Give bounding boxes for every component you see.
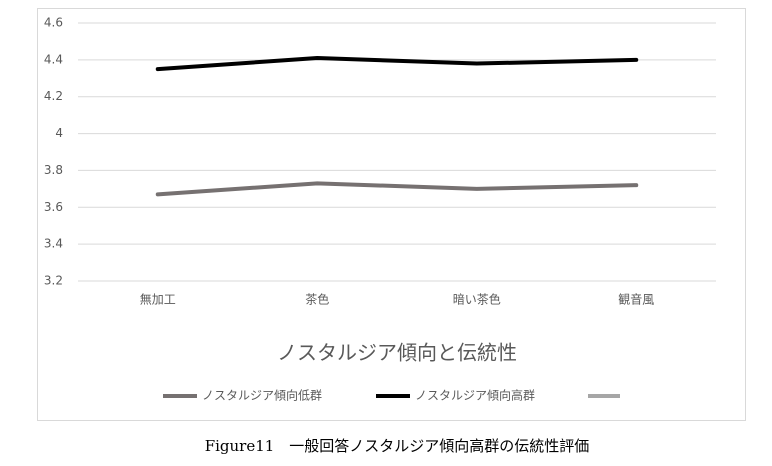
y-tick-label: 4.6 (44, 16, 63, 30)
x-tick-label: 観音風 (618, 292, 654, 307)
y-tick-label: 3.6 (44, 200, 63, 214)
y-tick-label: 4.4 (44, 52, 63, 66)
figure-caption: Figure11 一般回答ノスタルジア傾向高群の伝統性評価 (205, 437, 590, 455)
y-tick-label: 3.2 (44, 274, 63, 288)
y-tick-label: 3.8 (44, 163, 63, 177)
y-tick-label: 4 (55, 126, 63, 140)
legend-label: ノスタルジア傾向低群 (202, 388, 322, 403)
x-tick-label: 茶色 (305, 292, 329, 307)
x-tick-label: 無加工 (140, 292, 176, 307)
chart-frame (37, 8, 746, 421)
legend-label: ノスタルジア傾向高群 (415, 388, 535, 403)
chart-title: ノスタルジア傾向と伝統性 (277, 341, 517, 365)
series-line (155, 181, 639, 197)
y-tick-label: 4.2 (44, 89, 63, 103)
x-tick-label: 暗い茶色 (453, 292, 501, 307)
series-line (155, 56, 639, 72)
y-tick-label: 3.4 (44, 237, 63, 251)
